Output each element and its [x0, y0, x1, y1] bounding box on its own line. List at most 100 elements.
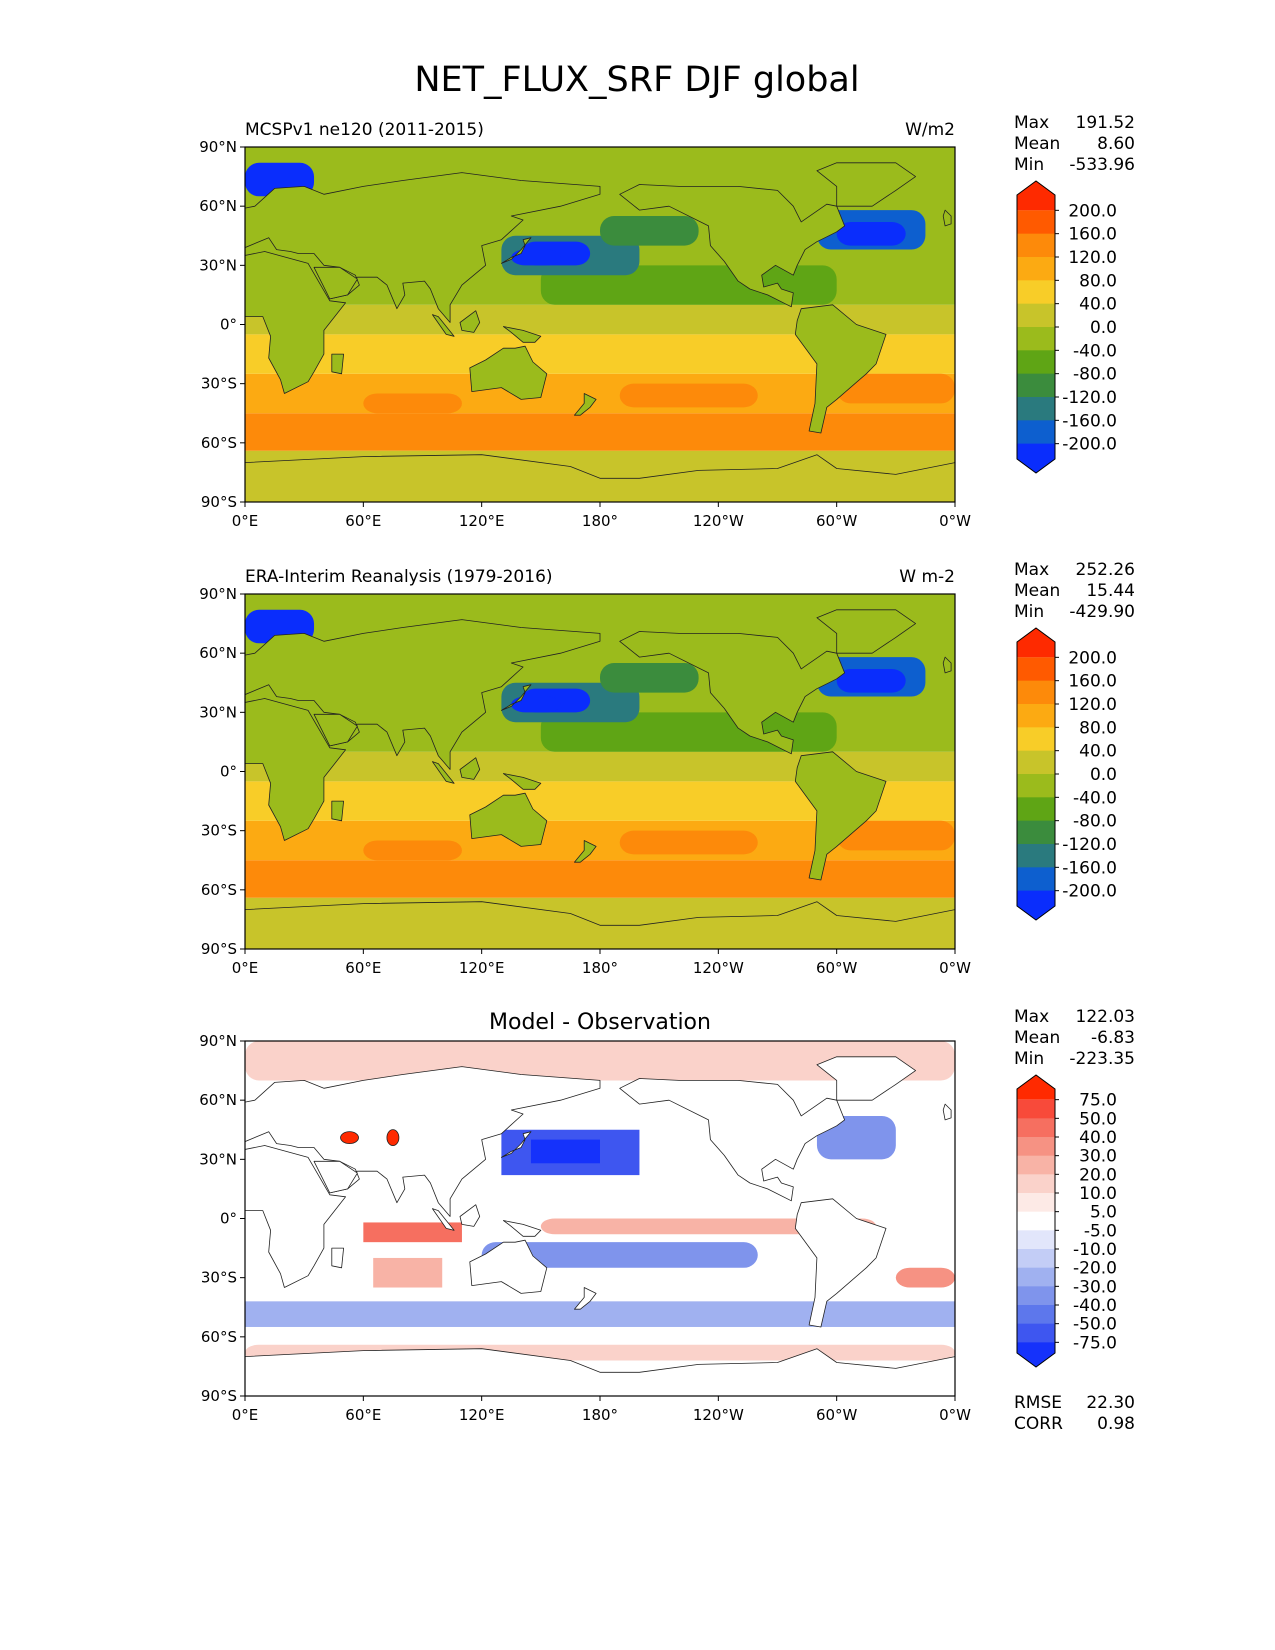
- lon-tick-label: 120°W: [693, 959, 744, 977]
- colorbar-swatch: [1017, 181, 1055, 211]
- british-isles-outline: [942, 656, 952, 674]
- north-america-outline: [619, 631, 845, 755]
- africa-outline: [245, 698, 347, 841]
- lat-tick-label: 60°S: [201, 1328, 237, 1346]
- lat-tick-label: 90°N: [199, 138, 237, 156]
- stat-value: -429.90: [1069, 602, 1135, 622]
- colorbar-swatch: [1017, 1305, 1055, 1325]
- stat-label: Min: [1014, 1049, 1044, 1069]
- coastlines: [245, 162, 955, 502]
- stat-label: Mean: [1014, 1028, 1060, 1048]
- colorbar-swatch: [1017, 233, 1055, 258]
- field-band: [363, 393, 462, 414]
- field-band: [836, 820, 955, 851]
- colorbar-swatch: [1017, 327, 1055, 351]
- colorbar-outline: [1016, 180, 1056, 474]
- colorbar-label: 120.0: [1068, 248, 1117, 268]
- madagascar-outline: [331, 800, 345, 822]
- field-band: [511, 696, 561, 713]
- colorbar-swatch: [1017, 443, 1055, 473]
- panel-1: 90°N 60°N 30°N 0° 30°S 60°S 90°S0°E 60°E 120°E 18…: [199, 113, 1135, 530]
- lon-tick-label: 60°E: [345, 1406, 381, 1424]
- colorbar-swatch: [1017, 867, 1055, 892]
- colorbar-swatch: [1017, 820, 1055, 845]
- lon-tick-label: 60°E: [345, 512, 381, 530]
- lon-tick-label: 120°E: [459, 1406, 505, 1424]
- borneo-outline: [459, 757, 481, 780]
- colorbar-label: 80.0: [1079, 718, 1117, 738]
- colorbar-swatch: [1017, 1099, 1055, 1119]
- colorbar-swatch: [1017, 397, 1055, 421]
- lon-tick-label: 180°: [582, 512, 618, 530]
- lat-tick-label: 90°S: [201, 940, 237, 958]
- field-band: [511, 249, 561, 266]
- colorbar-label: -40.0: [1073, 788, 1117, 808]
- lat-tick-label: 90°S: [201, 493, 237, 511]
- rmse-value: 22.30: [1086, 1393, 1135, 1413]
- colorbar-swatch: [1017, 1342, 1055, 1367]
- stat-label: Min: [1014, 602, 1044, 622]
- sumatra-outline: [431, 1208, 455, 1231]
- lat-tick-label: 30°S: [201, 375, 237, 393]
- colorbar-label: 75.0: [1079, 1091, 1117, 1111]
- stat-label: Mean: [1014, 134, 1060, 154]
- stat-label: Max: [1014, 1007, 1049, 1027]
- field-band: [481, 1242, 758, 1268]
- colorbar-swatch: [1017, 1230, 1055, 1250]
- south-america-outline: [794, 751, 887, 881]
- lon-tick-label: 60°E: [345, 959, 381, 977]
- lon-tick-label: 180°: [582, 959, 618, 977]
- colorbar-label: 5.0: [1090, 1203, 1117, 1223]
- colorbar-swatch: [1017, 420, 1055, 445]
- greenland-outline: [816, 1056, 916, 1101]
- new-guinea-outline: [502, 326, 542, 343]
- stat-value: -6.83: [1091, 1028, 1135, 1048]
- borneo-outline: [459, 1204, 481, 1227]
- eurasia-outline: [245, 1066, 601, 1217]
- colorbar-label: 30.0: [1079, 1147, 1117, 1167]
- colorbar-label: -200.0: [1062, 882, 1117, 902]
- greenland-outline: [816, 609, 916, 654]
- colorbar-label: -50.0: [1073, 1315, 1117, 1335]
- colorbar-swatch: [1017, 1267, 1055, 1287]
- borneo-outline: [459, 310, 481, 333]
- antarctica-outline: [245, 454, 955, 502]
- colorbar-label: 40.0: [1079, 1128, 1117, 1148]
- lon-tick-label: 60°W: [816, 959, 858, 977]
- new-guinea-outline: [502, 773, 542, 790]
- colorbar-swatch: [1017, 280, 1055, 305]
- british-isles-outline: [942, 1103, 952, 1121]
- lat-tick-label: 60°N: [199, 197, 237, 215]
- colorbar-label: -5.0: [1084, 1221, 1117, 1241]
- colorbar-swatch: [1017, 1323, 1055, 1343]
- colorbar-label: 10.0: [1079, 1184, 1117, 1204]
- south-america-outline: [794, 304, 887, 434]
- colorbar-swatch: [1017, 1075, 1055, 1100]
- lon-tick-label: 0°W: [939, 512, 971, 530]
- field-band: [619, 383, 758, 408]
- field-band: [540, 1218, 877, 1235]
- colorbar-label: 200.0: [1068, 648, 1117, 668]
- corr-value: 0.98: [1097, 1414, 1135, 1434]
- british-isles-outline: [942, 209, 952, 227]
- lon-tick-label: 120°W: [693, 512, 744, 530]
- colorbar-swatch: [1017, 1249, 1055, 1269]
- map-field: [245, 594, 955, 949]
- colorbar-swatch: [1017, 350, 1055, 375]
- colorbar-swatch: [1017, 890, 1055, 920]
- stat-label: Mean: [1014, 581, 1060, 601]
- madagascar-outline: [331, 1247, 345, 1269]
- colorbar: 200.0 160.0 120.0 80.0 40.0 0.0 -40.0 -80.0 -120…: [1016, 180, 1117, 474]
- antarctica-outline: [245, 901, 955, 949]
- colorbar-swatch: [1017, 680, 1055, 705]
- stat-value: -223.35: [1069, 1049, 1135, 1069]
- north-america-outline: [619, 184, 845, 308]
- panel-2: 90°N 60°N 30°N 0° 30°S 60°S 90°S0°E 60°E 120°E 18…: [199, 560, 1135, 977]
- colorbar-swatch: [1017, 844, 1055, 868]
- field-band: [363, 1222, 462, 1243]
- japan-outline: [500, 684, 532, 711]
- colorbar: 200.0 160.0 120.0 80.0 40.0 0.0 -40.0 -80.0 -120…: [1016, 627, 1117, 921]
- sumatra-outline: [431, 761, 455, 784]
- lat-tick-label: 30°N: [199, 1150, 237, 1168]
